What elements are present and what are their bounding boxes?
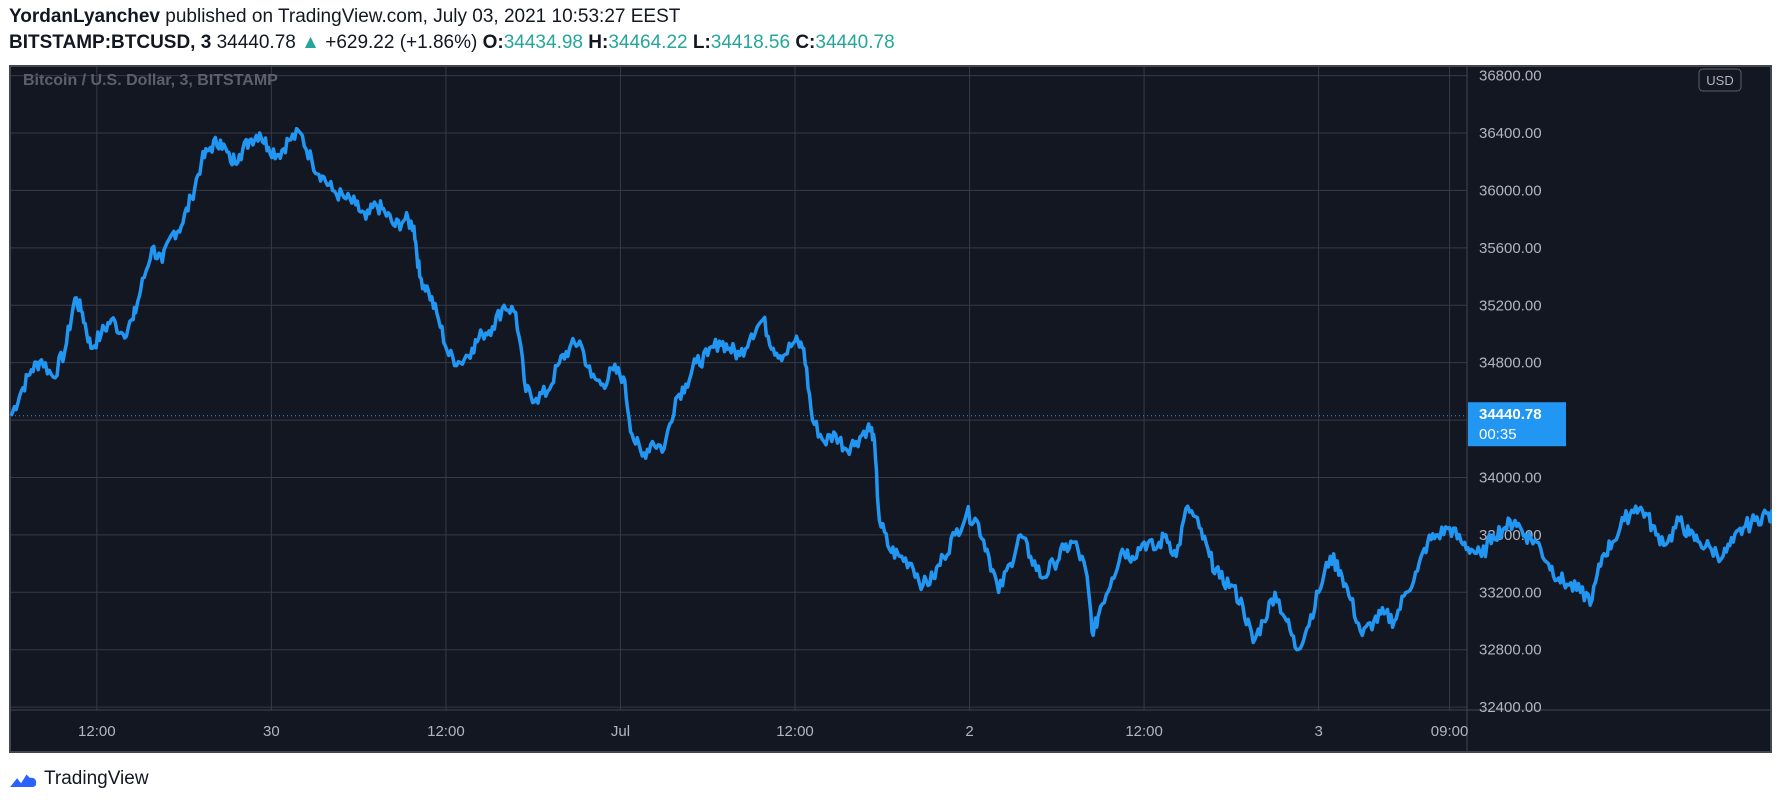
tradingview-logo-icon[interactable] (8, 768, 38, 790)
price-tick-label: 35200.00 (1479, 297, 1542, 314)
price-tick-label: 32400.00 (1479, 699, 1542, 716)
price-tick-label: 34000.00 (1479, 469, 1542, 486)
footer: TradingView (8, 768, 149, 790)
price-tick-label: 33200.00 (1479, 584, 1542, 601)
time-tick-label: 12:00 (776, 723, 814, 740)
currency-badge-label: USD (1706, 73, 1733, 88)
close-label: C: (795, 32, 816, 53)
last-price: 34440.78 (216, 32, 296, 53)
low-value: 34418.56 (710, 32, 791, 53)
chart-grid (11, 67, 1770, 751)
published-text: published on TradingView.com, July 03, 2… (165, 6, 681, 27)
time-tick-label: 2 (965, 723, 973, 740)
time-tick-label: 12:00 (1125, 723, 1163, 740)
up-arrow-icon: ▲ (301, 32, 320, 53)
time-axis: 12:00 30 12:00 Jul 12:00 2 12:00 3 09:00 (78, 723, 1468, 740)
time-tick-label: 3 (1314, 723, 1322, 740)
footer-brand[interactable]: TradingView (44, 768, 149, 789)
price-series (9, 126, 1772, 652)
time-tick-label: 12:00 (78, 723, 116, 740)
currency-badge-box (1698, 68, 1742, 92)
chart-watermark: Bitcoin / U.S. Dollar, 3, BITSTAMP (23, 72, 278, 89)
currency-badge[interactable]: USD (1698, 68, 1742, 92)
price-tag-value: 34440.78 (1479, 406, 1542, 423)
price-tag-countdown: 00:35 (1479, 426, 1517, 443)
price-tick-label: 36000.00 (1479, 182, 1542, 199)
price-tick-label: 35600.00 (1479, 240, 1542, 257)
author-name[interactable]: YordanLyanchev (9, 6, 160, 27)
publish-info: YordanLyanchev published on TradingView.… (9, 6, 680, 28)
price-tick-label: 34800.00 (1479, 355, 1542, 372)
price-tick-label: 36400.00 (1479, 125, 1542, 142)
high-value: 34464.22 (608, 32, 688, 53)
price-line[interactable] (9, 126, 1772, 652)
symbol-info: BITSTAMP:BTCUSD, 3 34440.78 ▲ +629.22 (+… (9, 32, 895, 54)
price-tick-label: 36800.00 (1479, 68, 1542, 85)
close-value: 34440.78 (815, 32, 895, 53)
time-tick-label: 12:00 (427, 723, 465, 740)
price-axis: 32400.0032800.0033200.0033600.0034000.00… (1479, 68, 1542, 717)
time-tick-label: Jul (611, 723, 630, 740)
open-value: 34434.98 (503, 32, 583, 53)
low-label: L: (692, 32, 711, 53)
high-label: H: (588, 32, 609, 53)
time-tick-label: 09:00 (1431, 723, 1469, 740)
last-price-tag: 34440.78 00:35 (1468, 402, 1566, 447)
time-tick-label: 30 (263, 723, 280, 740)
open-label: O: (482, 32, 504, 53)
price-tick-label: 32800.00 (1479, 642, 1542, 659)
price-chart[interactable]: Bitcoin / U.S. Dollar, 3, BITSTAMP 32400… (9, 65, 1772, 753)
price-change: +629.22 (+1.86%) (325, 32, 478, 53)
price-tag-box (1468, 402, 1566, 447)
symbol-label: BITSTAMP:BTCUSD, 3 (9, 32, 212, 53)
